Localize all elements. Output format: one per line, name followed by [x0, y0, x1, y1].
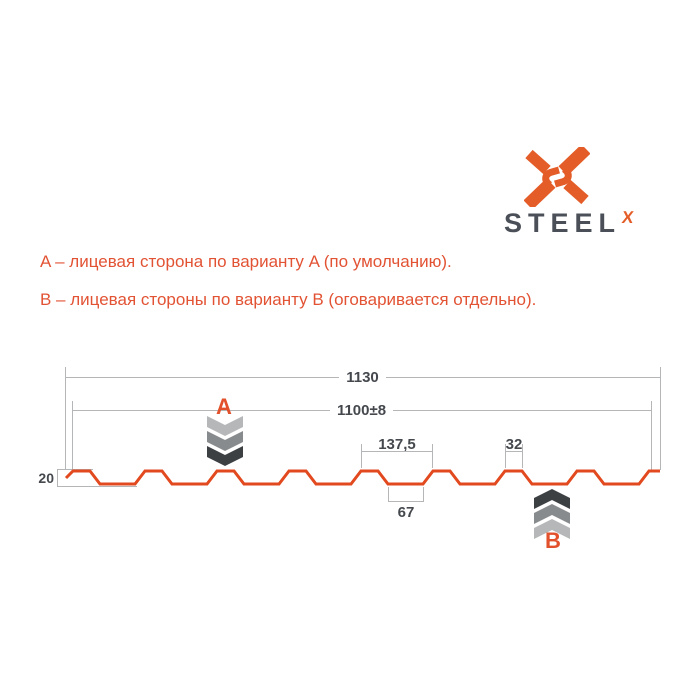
rib-top-width-value: 32: [505, 436, 523, 453]
extension-line: [388, 487, 389, 502]
brand-sup-x: X: [620, 208, 635, 227]
dimension-line: [393, 410, 651, 411]
steelx-wordmark: STEELX: [504, 208, 635, 239]
steelx-logo-icon: [524, 147, 590, 207]
side-b-label: B: [545, 528, 561, 553]
dimension-line: [72, 410, 330, 411]
extension-line: [651, 401, 652, 470]
rib-bottom-width-value: 67: [397, 504, 415, 521]
sheet-profile-drawing: [64, 469, 660, 486]
extension-line: [361, 444, 362, 468]
legend-line-a: A – лицевая сторона по варианту A (по ум…: [40, 252, 452, 271]
rib-pitch-value: 137,5: [378, 436, 416, 453]
profile-height-value: 20: [38, 470, 54, 486]
extension-line: [65, 367, 66, 470]
dimension-working-width: 1100±8: [72, 402, 651, 419]
extension-line: [660, 367, 661, 470]
dimension-line: [361, 451, 433, 452]
working-width-value: 1100±8: [336, 402, 387, 419]
extension-line: [57, 469, 93, 470]
chevrons-up-icon: [534, 489, 570, 539]
extension-line: [57, 469, 58, 487]
side-a-label: A: [216, 394, 232, 419]
brand-text: STEEL: [504, 208, 622, 238]
dimension-line: [505, 451, 523, 452]
extension-line: [432, 444, 433, 468]
extension-line: [57, 486, 137, 487]
chevrons-down-icon: [207, 416, 243, 466]
extension-line: [522, 444, 523, 468]
overall-width-value: 1130: [346, 369, 379, 386]
dimension-line: [388, 501, 424, 502]
extension-line: [505, 444, 506, 468]
extension-line: [72, 401, 73, 470]
dimension-line: [385, 377, 661, 378]
sheet-profile-line: [64, 469, 660, 486]
extension-line: [423, 487, 424, 502]
dimension-line: [65, 377, 340, 378]
dimension-overall-width: 1130: [65, 369, 661, 386]
legend-line-b: B – лицевая стороны по варианту B (огова…: [40, 290, 537, 309]
